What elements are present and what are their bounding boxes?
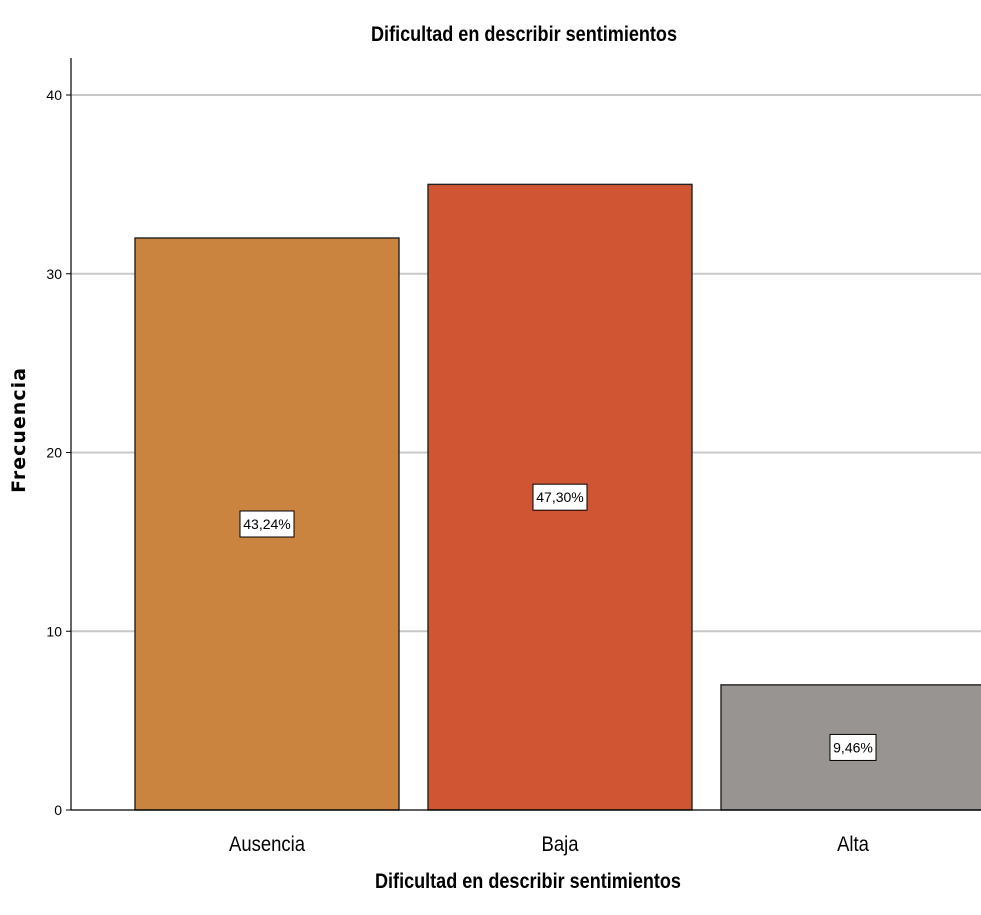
data-label: 9,46% (829, 733, 877, 761)
data-labels: 43,24% 47,30% 9,46% (239, 483, 877, 761)
data-label-box (239, 510, 295, 538)
data-label-text: 9,46% (833, 739, 873, 755)
data-label: 43,24% (239, 510, 295, 538)
chart-title: Dificultad en describir sentimientos (371, 23, 677, 47)
y-tick-label: 30 (46, 266, 62, 282)
x-axis-label: Dificultad en describir sentimientos (375, 870, 681, 894)
y-tick-label: 10 (46, 623, 62, 639)
y-tick-label: 40 (46, 87, 62, 103)
y-tick-labels: 0 10 20 30 40 (46, 87, 71, 818)
x-tick-labels: Ausencia Baja Alta (229, 833, 869, 856)
y-tick-label: 20 (46, 445, 62, 461)
data-label-box (532, 483, 588, 511)
y-tick-label: 0 (54, 802, 62, 818)
x-tick-label: Baja (542, 833, 579, 856)
data-label-text: 43,24% (243, 516, 290, 532)
x-tick-label: Ausencia (229, 833, 305, 856)
y-axis-label: Frecuencia (8, 367, 30, 493)
data-label-box (829, 733, 877, 761)
x-tick-label: Alta (837, 833, 869, 856)
data-label: 47,30% (532, 483, 588, 511)
axes (70, 58, 981, 811)
data-label-text: 47,30% (536, 489, 583, 505)
